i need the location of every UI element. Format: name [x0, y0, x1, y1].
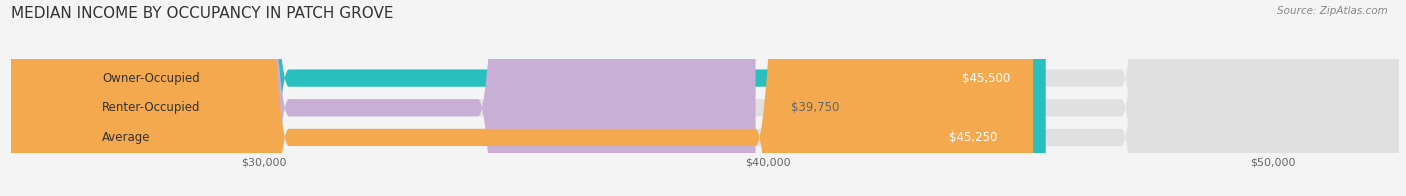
Text: Source: ZipAtlas.com: Source: ZipAtlas.com — [1277, 6, 1388, 16]
Text: Renter-Occupied: Renter-Occupied — [103, 101, 201, 114]
FancyBboxPatch shape — [11, 0, 755, 196]
FancyBboxPatch shape — [11, 0, 1399, 196]
FancyBboxPatch shape — [11, 0, 1046, 196]
FancyBboxPatch shape — [11, 0, 1399, 196]
FancyBboxPatch shape — [11, 0, 1033, 196]
Text: MEDIAN INCOME BY OCCUPANCY IN PATCH GROVE: MEDIAN INCOME BY OCCUPANCY IN PATCH GROV… — [11, 6, 394, 21]
Text: $39,750: $39,750 — [792, 101, 839, 114]
Text: Average: Average — [103, 131, 150, 144]
Text: $45,500: $45,500 — [962, 72, 1011, 85]
Text: Owner-Occupied: Owner-Occupied — [103, 72, 200, 85]
Text: $45,250: $45,250 — [949, 131, 998, 144]
FancyBboxPatch shape — [11, 0, 1399, 196]
